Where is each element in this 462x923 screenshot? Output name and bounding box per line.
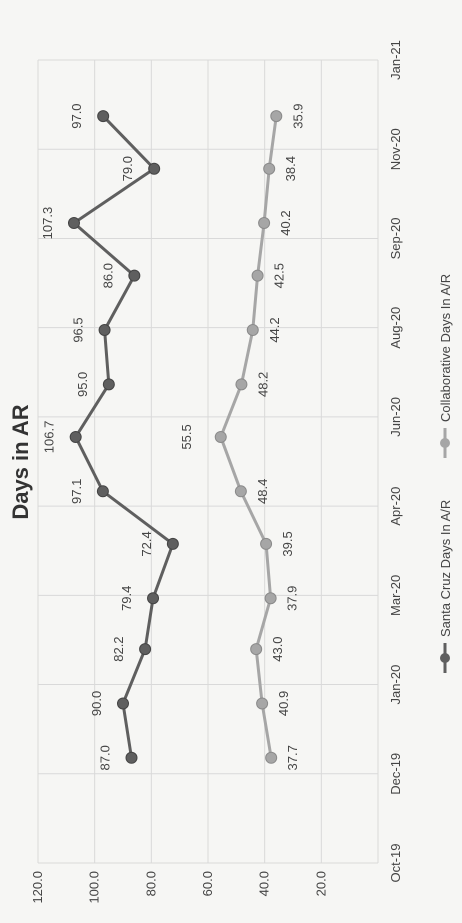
y-axis-ticks: 20.0 40.0 60.0 80.0 100.0 120.0 [30, 871, 328, 904]
data-label: 72.4 [139, 531, 154, 556]
x-tick-label: Oct-19 [388, 843, 403, 882]
x-tick-label: Jan-20 [388, 665, 403, 705]
y-tick-label: 20.0 [313, 871, 328, 896]
data-point [270, 110, 283, 123]
data-label: 90.0 [89, 691, 104, 716]
data-point [214, 430, 227, 443]
data-point [96, 485, 109, 498]
data-label: 40.9 [276, 691, 291, 716]
data-label: 87.0 [98, 745, 113, 770]
y-tick-label: 120.0 [30, 871, 45, 904]
data-label: 79.0 [120, 156, 135, 181]
data-label: 42.5 [272, 263, 287, 288]
data-point [250, 643, 263, 656]
data-point [148, 162, 161, 175]
data-label: 95.0 [75, 372, 90, 397]
x-tick-label: Mar-20 [388, 575, 403, 616]
data-point [98, 324, 111, 337]
data-label: 106.7 [42, 421, 57, 454]
data-label: 39.5 [280, 531, 295, 556]
x-tick-label: Apr-20 [388, 487, 403, 526]
legend-marker [440, 653, 450, 663]
data-point [67, 217, 80, 230]
series-line-1 [219, 115, 278, 759]
x-tick-label: Dec-19 [388, 753, 403, 795]
data-label: 107.3 [40, 207, 55, 240]
data-point [97, 110, 110, 123]
data-point [263, 162, 276, 175]
data-point [264, 592, 277, 605]
data-label: 44.2 [267, 317, 282, 342]
legend-label: Collaborative Days In A/R [438, 274, 453, 422]
data-label: 48.2 [255, 372, 270, 397]
data-point [256, 697, 269, 710]
data-point [147, 592, 160, 605]
data-point [166, 537, 179, 550]
y-tick-label: 100.0 [87, 871, 102, 904]
x-tick-label: Jan-21 [388, 40, 403, 80]
data-label: 96.5 [71, 317, 86, 342]
x-tick-label: Sep-20 [388, 217, 403, 259]
legend-label: Santa Cruz Days In A/R [438, 500, 453, 637]
data-label: 82.2 [111, 636, 126, 661]
data-point [102, 378, 115, 391]
data-label: 79.4 [119, 586, 134, 611]
x-axis-ticks: Oct-19 Dec-19 Jan-20 Mar-20 Apr-20 Jun-20 Aug-… [388, 40, 403, 882]
data-point [246, 324, 259, 337]
data-point [128, 269, 141, 282]
data-label: 86.0 [100, 263, 115, 288]
data-label: 35.9 [290, 103, 305, 128]
legend: Santa Cruz Days In A/R Collaborative Days… [438, 274, 453, 673]
data-label: 43.0 [270, 636, 285, 661]
y-tick-label: 40.0 [257, 871, 272, 896]
data-label: 48.4 [255, 479, 270, 504]
data-point [258, 217, 271, 230]
x-tick-label: Aug-20 [388, 307, 403, 349]
x-tick-label: Nov-20 [388, 128, 403, 170]
data-label: 55.5 [179, 424, 194, 449]
gridlines [37, 59, 379, 864]
series-group: 87.0 90.0 82.2 79.4 72.4 97.1 106.7 95.0 96.5 86.… [40, 103, 305, 770]
data-point [125, 751, 138, 764]
data-point [139, 643, 152, 656]
data-label: 37.9 [285, 586, 300, 611]
chart-title: Days in AR [8, 404, 33, 519]
data-label: 38.4 [283, 156, 298, 181]
data-point [265, 751, 278, 764]
data-point [117, 697, 129, 710]
data-label: 97.1 [69, 479, 84, 504]
data-point [235, 378, 248, 391]
data-point [260, 537, 273, 550]
data-point [234, 485, 247, 498]
data-point [251, 269, 264, 282]
data-label: 37.7 [285, 745, 300, 770]
x-tick-label: Jun-20 [388, 397, 403, 437]
legend-marker [440, 438, 450, 448]
y-tick-label: 60.0 [200, 871, 215, 896]
y-tick-label: 80.0 [143, 871, 158, 896]
data-label: 97.0 [69, 103, 84, 128]
data-point [69, 430, 82, 443]
data-label: 40.2 [278, 210, 293, 235]
